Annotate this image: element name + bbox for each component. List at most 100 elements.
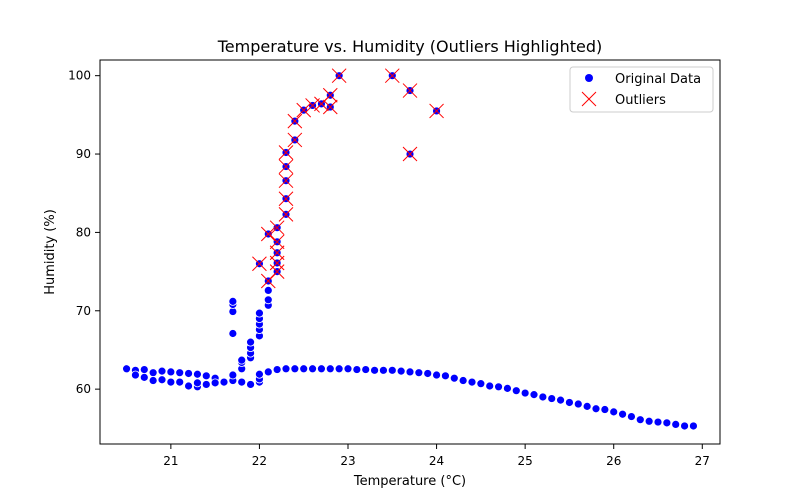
data-point bbox=[600, 405, 610, 414]
data-point bbox=[458, 376, 468, 385]
data-point bbox=[325, 364, 335, 374]
data-point bbox=[175, 377, 185, 387]
data-point bbox=[653, 417, 663, 427]
data-point bbox=[352, 365, 362, 374]
data-point bbox=[529, 390, 539, 400]
y-tick-label: 70 bbox=[76, 304, 91, 318]
data-point bbox=[662, 418, 672, 428]
outlier-marker bbox=[269, 220, 285, 236]
outlier-marker bbox=[322, 87, 338, 103]
data-point bbox=[343, 364, 353, 374]
data-point bbox=[671, 420, 681, 429]
x-tick-label: 27 bbox=[695, 454, 710, 468]
data-point bbox=[193, 378, 202, 388]
outlier-marker bbox=[287, 132, 303, 148]
legend: Original Data Outliers bbox=[569, 66, 714, 113]
data-point bbox=[157, 375, 167, 385]
data-point bbox=[618, 409, 627, 419]
data-point bbox=[281, 364, 291, 374]
legend-label-original: Original Data bbox=[615, 72, 701, 87]
outlier-marker bbox=[384, 68, 400, 84]
data-point bbox=[538, 392, 548, 402]
data-point bbox=[387, 365, 397, 375]
data-point bbox=[511, 386, 521, 396]
outlier-marker bbox=[429, 103, 444, 119]
outlier-marker bbox=[331, 68, 347, 84]
y-tick-label: 60 bbox=[76, 382, 91, 396]
outlier-marker bbox=[296, 102, 312, 118]
y-tick-label: 80 bbox=[76, 225, 91, 239]
data-point bbox=[405, 367, 415, 377]
data-point bbox=[237, 377, 247, 387]
outlier-marker bbox=[269, 234, 285, 250]
data-point bbox=[449, 373, 459, 383]
outlier-marker bbox=[278, 159, 294, 174]
series-original-data bbox=[122, 71, 698, 431]
data-point bbox=[432, 370, 441, 380]
data-point bbox=[299, 364, 309, 374]
outlier-marker bbox=[269, 245, 285, 261]
x-tick-label: 21 bbox=[163, 454, 178, 468]
data-point bbox=[272, 365, 282, 374]
data-point bbox=[219, 377, 229, 387]
x-axis-ticks: 21 22 23 24 25 26 27 bbox=[163, 444, 710, 468]
data-point bbox=[635, 415, 645, 425]
data-point bbox=[237, 355, 247, 365]
data-point bbox=[228, 296, 238, 306]
data-point bbox=[396, 366, 406, 376]
data-point bbox=[201, 380, 211, 389]
data-point bbox=[139, 365, 149, 374]
legend-box bbox=[569, 66, 714, 113]
data-point bbox=[148, 376, 158, 385]
data-point bbox=[573, 399, 583, 409]
data-point bbox=[131, 370, 140, 380]
data-point bbox=[139, 372, 149, 382]
y-tick-label: 100 bbox=[68, 69, 91, 83]
data-point bbox=[520, 388, 530, 398]
outlier-marker bbox=[402, 83, 418, 98]
outlier-marker bbox=[278, 173, 294, 189]
data-point bbox=[122, 364, 131, 374]
data-point bbox=[627, 412, 636, 421]
data-point bbox=[228, 370, 238, 380]
data-point bbox=[334, 364, 344, 374]
data-point bbox=[370, 365, 379, 375]
data-point bbox=[263, 367, 273, 377]
data-point bbox=[246, 380, 255, 389]
data-point bbox=[263, 295, 273, 305]
y-tick-label: 90 bbox=[76, 147, 91, 161]
data-point bbox=[644, 416, 654, 426]
data-point bbox=[379, 365, 388, 375]
outlier-marker bbox=[269, 255, 285, 271]
data-point bbox=[556, 395, 565, 405]
legend-marker-outliers bbox=[581, 91, 597, 107]
data-point bbox=[317, 364, 326, 374]
outlier-marker bbox=[402, 146, 418, 162]
data-point bbox=[441, 371, 450, 381]
y-axis-ticks: 60 70 80 90 100 bbox=[68, 69, 100, 396]
data-point bbox=[157, 366, 167, 376]
data-point bbox=[175, 368, 185, 378]
series-outliers bbox=[252, 68, 444, 289]
data-point bbox=[503, 383, 512, 393]
x-tick-label: 26 bbox=[606, 454, 621, 468]
legend-marker-original bbox=[585, 74, 593, 82]
data-point bbox=[166, 377, 176, 387]
data-point bbox=[689, 421, 698, 431]
data-point bbox=[485, 381, 495, 391]
data-point bbox=[246, 337, 255, 347]
data-point bbox=[290, 364, 300, 374]
x-tick-label: 23 bbox=[340, 454, 355, 468]
data-point bbox=[591, 404, 601, 414]
data-point bbox=[166, 367, 176, 377]
data-point bbox=[582, 401, 592, 411]
data-point bbox=[263, 285, 273, 295]
data-point bbox=[609, 407, 619, 417]
outlier-marker bbox=[252, 256, 267, 272]
data-point bbox=[361, 365, 371, 374]
data-point bbox=[423, 369, 433, 378]
data-point bbox=[565, 398, 574, 407]
data-point bbox=[476, 379, 486, 389]
data-point bbox=[547, 394, 557, 403]
